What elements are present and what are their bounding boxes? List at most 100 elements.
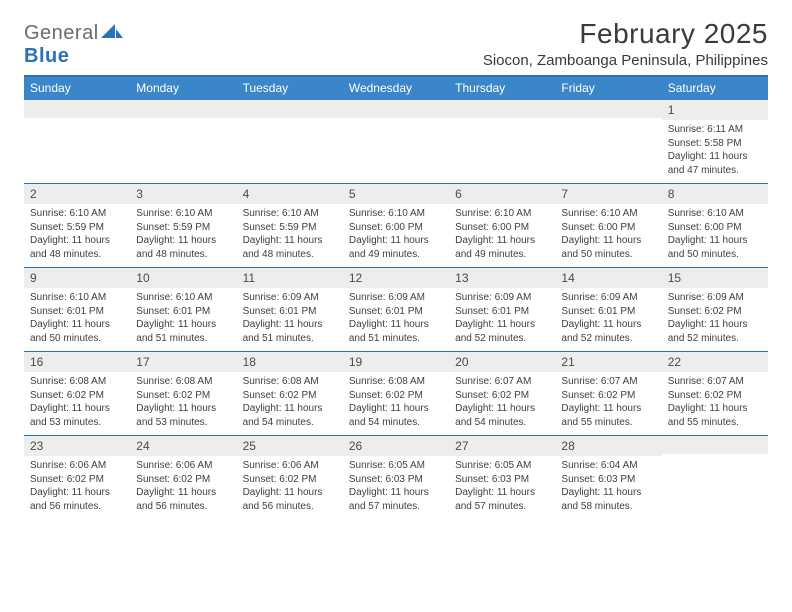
sunrise-text: Sunrise: 6:06 AM	[30, 459, 124, 473]
day-cell: 17 Sunrise: 6:08 AMSunset: 6:02 PMDayligh…	[130, 352, 236, 435]
daylight-text: Daylight: 11 hours and 51 minutes.	[243, 318, 337, 345]
day-number	[130, 100, 236, 118]
day-number: 28	[555, 436, 661, 456]
sunset-text: Sunset: 5:59 PM	[243, 221, 337, 235]
day-cell: 24Sunrise: 6:06 AMSunset: 6:02 PMDayligh…	[130, 436, 236, 519]
day-number: 3	[130, 184, 236, 204]
sunset-text: Sunset: 6:03 PM	[349, 473, 443, 487]
daylight-text: Daylight: 11 hours and 56 minutes.	[30, 486, 124, 513]
day-number: 26	[343, 436, 449, 456]
day-cell: 22Sunrise: 6:07 AMSunset: 6:02 PMDayligh…	[662, 352, 768, 435]
day-info: Sunrise: 6:10 AMSunset: 5:59 PMDaylight:…	[130, 204, 236, 267]
sunrise-text: Sunrise: 6:10 AM	[349, 207, 443, 221]
day-info: Sunrise: 6:10 AMSunset: 6:00 PMDaylight:…	[449, 204, 555, 267]
daylight-text: Daylight: 11 hours and 49 minutes.	[455, 234, 549, 261]
sunrise-text: Sunrise: 6:08 AM	[243, 375, 337, 389]
sunset-text: Sunset: 6:02 PM	[136, 389, 230, 403]
sunset-text: Sunset: 5:59 PM	[30, 221, 124, 235]
daylight-text: Daylight: 11 hours and 57 minutes.	[455, 486, 549, 513]
calendar-page: General Blue February 2025 Siocon, Zambo…	[0, 0, 792, 529]
day-info: Sunrise: 6:09 AMSunset: 6:02 PMDaylight:…	[662, 288, 768, 351]
sunrise-text: Sunrise: 6:10 AM	[136, 291, 230, 305]
day-cell: 27Sunrise: 6:05 AMSunset: 6:03 PMDayligh…	[449, 436, 555, 519]
header: General Blue February 2025 Siocon, Zambo…	[24, 18, 768, 69]
day-info: Sunrise: 6:06 AMSunset: 6:02 PMDaylight:…	[237, 456, 343, 519]
day-cell	[449, 100, 555, 183]
sunrise-text: Sunrise: 6:04 AM	[561, 459, 655, 473]
sunset-text: Sunset: 6:00 PM	[561, 221, 655, 235]
day-cell: 11Sunrise: 6:09 AMSunset: 6:01 PMDayligh…	[237, 268, 343, 351]
day-number: 11	[237, 268, 343, 288]
sunset-text: Sunset: 6:00 PM	[668, 221, 762, 235]
day-number: 21	[555, 352, 661, 372]
brand-blue: Blue	[24, 45, 69, 67]
day-cell: 25Sunrise: 6:06 AMSunset: 6:02 PMDayligh…	[237, 436, 343, 519]
day-info: Sunrise: 6:06 AMSunset: 6:02 PMDaylight:…	[130, 456, 236, 519]
day-cell	[130, 100, 236, 183]
day-cell: 21Sunrise: 6:07 AMSunset: 6:02 PMDayligh…	[555, 352, 661, 435]
day-number: 13	[449, 268, 555, 288]
day-info: Sunrise: 6:08 AMSunset: 6:02 PMDaylight:…	[24, 372, 130, 435]
sunrise-text: Sunrise: 6:08 AM	[30, 375, 124, 389]
sunset-text: Sunset: 5:59 PM	[136, 221, 230, 235]
daylight-text: Daylight: 11 hours and 50 minutes.	[561, 234, 655, 261]
sunrise-text: Sunrise: 6:09 AM	[455, 291, 549, 305]
sunrise-text: Sunrise: 6:10 AM	[30, 207, 124, 221]
day-info: Sunrise: 6:08 AMSunset: 6:02 PMDaylight:…	[343, 372, 449, 435]
sunrise-text: Sunrise: 6:06 AM	[243, 459, 337, 473]
daylight-text: Daylight: 11 hours and 53 minutes.	[136, 402, 230, 429]
day-info: Sunrise: 6:09 AMSunset: 6:01 PMDaylight:…	[555, 288, 661, 351]
sunrise-text: Sunrise: 6:09 AM	[561, 291, 655, 305]
day-cell: 4Sunrise: 6:10 AMSunset: 5:59 PMDaylight…	[237, 184, 343, 267]
sunrise-text: Sunrise: 6:07 AM	[561, 375, 655, 389]
day-info: Sunrise: 6:07 AMSunset: 6:02 PMDaylight:…	[662, 372, 768, 435]
sunset-text: Sunset: 5:58 PM	[668, 137, 762, 151]
daylight-text: Daylight: 11 hours and 49 minutes.	[349, 234, 443, 261]
day-info: Sunrise: 6:09 AMSunset: 6:01 PMDaylight:…	[343, 288, 449, 351]
day-number: 17	[130, 352, 236, 372]
sunrise-text: Sunrise: 6:06 AM	[136, 459, 230, 473]
daylight-text: Daylight: 11 hours and 48 minutes.	[243, 234, 337, 261]
sunrise-text: Sunrise: 6:10 AM	[243, 207, 337, 221]
day-number: 9	[24, 268, 130, 288]
day-number	[662, 436, 768, 454]
sunrise-text: Sunrise: 6:11 AM	[668, 123, 762, 137]
sunset-text: Sunset: 6:02 PM	[136, 473, 230, 487]
sunrise-text: Sunrise: 6:10 AM	[30, 291, 124, 305]
day-number: 5	[343, 184, 449, 204]
day-number: 27	[449, 436, 555, 456]
day-info: Sunrise: 6:10 AMSunset: 6:01 PMDaylight:…	[24, 288, 130, 351]
daylight-text: Daylight: 11 hours and 56 minutes.	[243, 486, 337, 513]
sunrise-text: Sunrise: 6:08 AM	[136, 375, 230, 389]
day-number: 24	[130, 436, 236, 456]
daylight-text: Daylight: 11 hours and 52 minutes.	[455, 318, 549, 345]
day-info	[130, 118, 236, 176]
sunset-text: Sunset: 6:01 PM	[561, 305, 655, 319]
day-info: Sunrise: 6:10 AMSunset: 5:59 PMDaylight:…	[24, 204, 130, 267]
daylight-text: Daylight: 11 hours and 54 minutes.	[243, 402, 337, 429]
day-info: Sunrise: 6:10 AMSunset: 6:01 PMDaylight:…	[130, 288, 236, 351]
day-info	[24, 118, 130, 176]
daylight-text: Daylight: 11 hours and 58 minutes.	[561, 486, 655, 513]
day-number: 23	[24, 436, 130, 456]
dow-sunday: Sunday	[24, 77, 130, 100]
sunset-text: Sunset: 6:02 PM	[668, 389, 762, 403]
weeks-container: 1 Sunrise: 6:11 AMSunset: 5:58 PM Daylight…	[24, 100, 768, 519]
day-number	[24, 100, 130, 118]
day-cell: 28Sunrise: 6:04 AMSunset: 6:03 PMDayligh…	[555, 436, 661, 519]
sunset-text: Sunset: 6:02 PM	[30, 389, 124, 403]
sunrise-text: Sunrise: 6:09 AM	[668, 291, 762, 305]
day-info: Sunrise: 6:07 AMSunset: 6:02 PMDaylight:…	[449, 372, 555, 435]
brand-logo: General Blue	[24, 18, 123, 68]
day-number: 18	[237, 352, 343, 372]
daylight-text: Daylight: 11 hours and 48 minutes.	[30, 234, 124, 261]
sunrise-text: Sunrise: 6:10 AM	[668, 207, 762, 221]
sunset-text: Sunset: 6:03 PM	[455, 473, 549, 487]
week-row: 23Sunrise: 6:06 AMSunset: 6:02 PMDayligh…	[24, 435, 768, 519]
day-cell: 10Sunrise: 6:10 AMSunset: 6:01 PMDayligh…	[130, 268, 236, 351]
dow-wednesday: Wednesday	[343, 77, 449, 100]
week-row: 1Sunrise: 6:11 AMSunset: 5:58 PMDaylight…	[24, 100, 768, 183]
sunset-text: Sunset: 6:00 PM	[349, 221, 443, 235]
day-number: 1	[662, 100, 768, 120]
sunset-text: Sunset: 6:02 PM	[455, 389, 549, 403]
